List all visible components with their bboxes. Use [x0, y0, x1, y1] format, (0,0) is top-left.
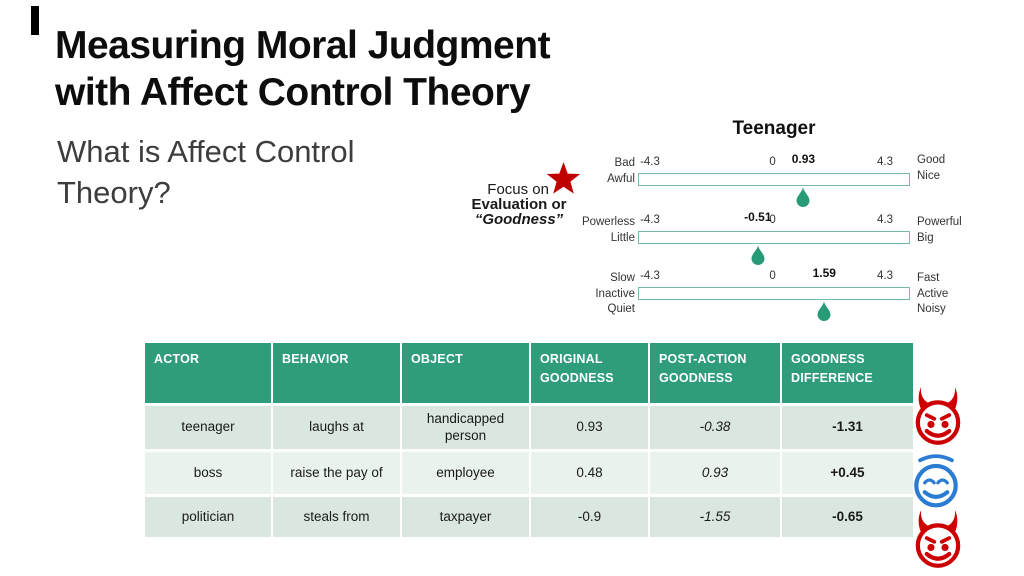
scale-track [638, 173, 910, 186]
tick-min: -4.3 [640, 156, 660, 168]
evaluation-scale: -4.3 0 4.3 0.93 [638, 152, 910, 212]
value-label: 1.59 [812, 266, 836, 280]
table-cell-original: 0.48 [531, 452, 648, 494]
value-label: 0.93 [791, 152, 816, 166]
table-cell-behavior: steals from [273, 497, 400, 537]
table-cell-original: 0.93 [531, 406, 648, 449]
star-icon [546, 162, 581, 196]
value-marker [817, 301, 831, 321]
column-header-original-goodness: ORIGINAL GOODNESS [531, 343, 648, 403]
scale-label: Bad [614, 157, 635, 169]
table-cell-actor: boss [145, 452, 271, 494]
value-marker [796, 187, 810, 207]
tick-max: 4.3 [877, 214, 893, 226]
devil-emoticon-icon [908, 508, 968, 570]
slide-title-line2: with Affect Control Theory [55, 71, 531, 114]
scale-label: Slow [610, 272, 635, 284]
table-cell-diff: +0.45 [782, 452, 913, 494]
column-header-goodness-difference: GOODNESS DIFFERENCE [782, 343, 913, 403]
scale-label: Good [917, 154, 946, 166]
angel-emoticon-icon [906, 449, 966, 511]
table-cell-object: handicapped person [402, 406, 529, 449]
tick-max: 4.3 [877, 270, 893, 282]
tick-min: -4.3 [640, 270, 660, 282]
scale-label: Noisy [917, 303, 946, 315]
column-header-actor: ACTOR [145, 343, 271, 403]
scale-label: Big [917, 231, 934, 244]
table-cell-original: -0.9 [531, 497, 648, 537]
scale-label: Active [917, 287, 949, 300]
table-cell-object: taxpayer [402, 497, 529, 537]
tick-max: 4.3 [877, 156, 893, 168]
focus-annotation-line2: Evaluation or [471, 196, 567, 213]
column-header-post-action-goodness: POST-ACTION GOODNESS [650, 343, 780, 403]
column-header-behavior: BEHAVIOR [273, 343, 400, 403]
potency-scale: -4.3 0 4.3 -0.51 [638, 210, 910, 270]
value-label: -0.51 [744, 210, 772, 224]
scale1-left-labels: Bad Awful [575, 156, 635, 187]
table-cell-actor: politician [145, 497, 271, 537]
teenager-epa-chart: Teenager Bad Awful -4.3 0 4.3 0.93 Good … [575, 118, 975, 333]
scale-label: Powerful [917, 216, 962, 228]
table-cell-behavior: raise the pay of [273, 452, 400, 494]
scale-label: Awful [607, 172, 635, 185]
slide-subtitle: What is Affect Control Theory? [57, 131, 457, 213]
tick-zero: 0 [769, 270, 776, 282]
slide-subtitle-line1: What is Affect Control [57, 134, 355, 169]
scale-label: Quiet [607, 303, 636, 315]
scale-label: Inactive [595, 287, 635, 300]
scale-label: Fast [917, 272, 940, 284]
scale-track [638, 287, 910, 300]
table-cell-post: -1.55 [650, 497, 780, 537]
table-cell-actor: teenager [145, 406, 271, 449]
table-cell-post: -0.38 [650, 406, 780, 449]
column-header-object: OBJECT [402, 343, 529, 403]
scale3-left-labels: Slow Inactive Quiet [575, 271, 635, 318]
slide-title-line1: Measuring Moral Judgment [55, 24, 551, 67]
text-cursor-bar [31, 6, 39, 35]
focus-annotation-line1: Focus on [487, 181, 549, 198]
scale3-right-labels: Fast Active Noisy [917, 271, 967, 318]
goodness-table: ACTOR BEHAVIOR OBJECT ORIGINAL GOODNESS … [145, 343, 915, 537]
slide-title: Measuring Moral Judgment with Affect Con… [55, 22, 655, 116]
scale-label: Little [610, 231, 635, 244]
scale2-right-labels: Powerful Big [917, 215, 967, 246]
focus-annotation-line3: “Goodness” [474, 211, 564, 228]
chart-title: Teenager [732, 118, 816, 139]
scale-label: Powerless [581, 216, 635, 228]
scale-label: Nice [917, 169, 941, 182]
focus-annotation: Focus on Evaluation or “Goodness” [462, 182, 576, 227]
table-cell-post: 0.93 [650, 452, 780, 494]
table-cell-diff: -1.31 [782, 406, 913, 449]
scale1-right-labels: Good Nice [917, 153, 967, 184]
table-cell-object: employee [402, 452, 529, 494]
activity-scale: -4.3 0 4.3 1.59 [638, 266, 910, 326]
value-marker [751, 245, 765, 265]
tick-zero: 0 [769, 214, 776, 226]
table-cell-diff: -0.65 [782, 497, 913, 537]
tick-zero: 0 [769, 156, 776, 168]
scale-track [638, 231, 910, 244]
table-cell-behavior: laughs at [273, 406, 400, 449]
tick-min: -4.3 [640, 214, 660, 226]
devil-emoticon-icon [908, 385, 968, 447]
scale2-left-labels: Powerless Little [575, 215, 635, 246]
slide-subtitle-line2: Theory? [57, 175, 171, 210]
